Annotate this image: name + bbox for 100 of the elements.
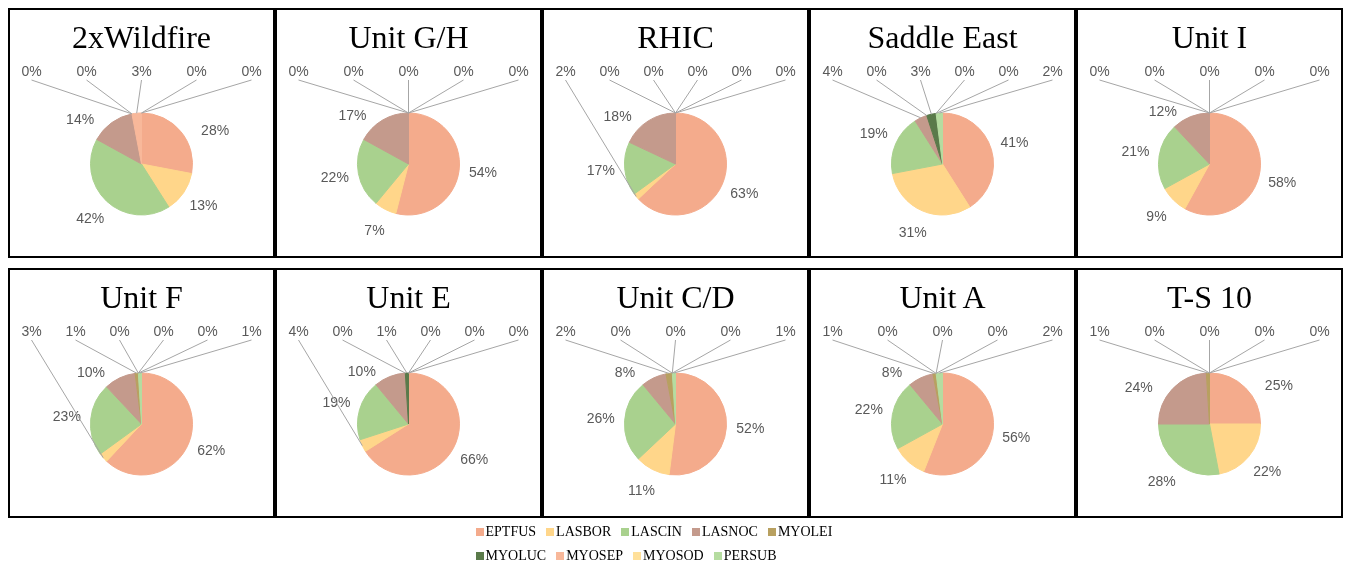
data-label: 22% [320,168,349,185]
data-label: 54% [468,164,497,181]
text: 0% [1309,62,1330,79]
data-label: 19% [322,393,351,410]
data-label: 63% [730,184,759,201]
data-label: 23% [52,407,81,424]
text: 0% [398,62,419,79]
text: 0% [343,62,364,79]
text: 0% [687,62,708,79]
text: 0% [109,322,130,339]
data-label: 22% [1253,462,1282,479]
text: 0% [153,322,174,339]
data-label: 3% [910,62,931,79]
legend-label: MYOSOD [642,548,704,564]
chart-title: Unit F [99,278,184,317]
text: 0% [420,322,441,339]
data-label: 26% [586,410,615,427]
data-label: 14% [66,110,95,127]
text: 0% [954,62,975,79]
data-label: 2% [555,62,576,79]
text: 0% [1144,322,1165,339]
data-label: 3% [131,62,152,79]
legend-label: PERSUB [723,548,777,564]
data-label: 10% [347,362,376,379]
text: 0% [1144,62,1165,79]
data-label: 2% [1042,62,1063,79]
text: 0% [932,322,953,339]
data-label: 24% [1124,378,1153,395]
data-label: 3% [21,322,42,339]
legend-label: MYOLUC [485,548,547,564]
text: 0% [1254,322,1275,339]
data-label: 1% [376,322,397,339]
legend-label: LASCIN [631,524,682,540]
data-label: 1% [1089,322,1110,339]
text: 0% [508,322,529,339]
data-label: 8% [881,364,903,381]
chart-title: RHIC [636,18,715,57]
text: 0% [610,322,631,339]
data-label: 11% [879,471,907,488]
legend-label: MYOSEP [566,548,623,564]
data-label: 41% [1000,133,1029,150]
text: 0% [1089,62,1110,79]
data-label: 56% [1002,428,1031,445]
text: 0% [76,62,97,79]
text: 0% [1199,322,1220,339]
text: 0% [1309,322,1330,339]
data-label: 62% [197,442,226,459]
text: 0% [877,322,898,339]
data-label: 11% [627,481,655,498]
chart-title: Unit G/H [347,18,470,57]
data-label: 13% [189,197,218,214]
data-label: 18% [603,108,632,125]
text: 0% [731,62,752,79]
legend-label: LASBOR [556,524,612,540]
text: 0% [21,62,42,79]
text: 0% [643,62,664,79]
text: 0% [1254,62,1275,79]
data-label: 17% [586,161,615,178]
data-label: 4% [822,62,843,79]
data-label: 12% [1148,102,1177,119]
text: 0% [241,62,262,79]
chart-title: 2xWildfire [70,18,213,57]
legend-label: LASNOC [701,524,758,540]
data-label: 7% [364,221,385,238]
text: 0% [775,62,796,79]
chart-title: Unit A [898,278,987,317]
data-label: 25% [1264,377,1293,394]
chart-title: Unit C/D [615,278,736,317]
data-label: 21% [1121,143,1150,160]
data-label: 1% [65,322,86,339]
text: 0% [720,322,741,339]
data-label: 1% [822,322,843,339]
data-label: 52% [736,419,765,436]
chart-title: Unit I [1170,18,1249,57]
data-label: 58% [1268,173,1297,190]
text: 0% [197,322,218,339]
chart-title: T-S 10 [1165,278,1254,317]
data-label: 4% [288,322,309,339]
text: 0% [332,322,353,339]
data-label: 1% [775,322,796,339]
text: 0% [665,322,686,339]
legend-label: MYOLEI [777,524,833,540]
text: 0% [508,62,529,79]
data-label: 28% [201,122,230,139]
data-label: 10% [76,364,105,381]
data-label: 19% [859,125,888,142]
data-label: 42% [76,209,105,226]
data-label: 66% [460,450,489,467]
data-label: 28% [1147,472,1176,489]
data-label: 8% [614,364,636,381]
text: 0% [1199,62,1220,79]
chart-title: Unit E [365,278,452,317]
text: 0% [998,62,1019,79]
data-label: 2% [555,322,576,339]
data-label: 1% [241,322,262,339]
data-label: 22% [854,400,883,417]
text: 0% [453,62,474,79]
text: 0% [599,62,620,79]
text: 0% [288,62,309,79]
chart-title: Saddle East [866,18,1019,57]
